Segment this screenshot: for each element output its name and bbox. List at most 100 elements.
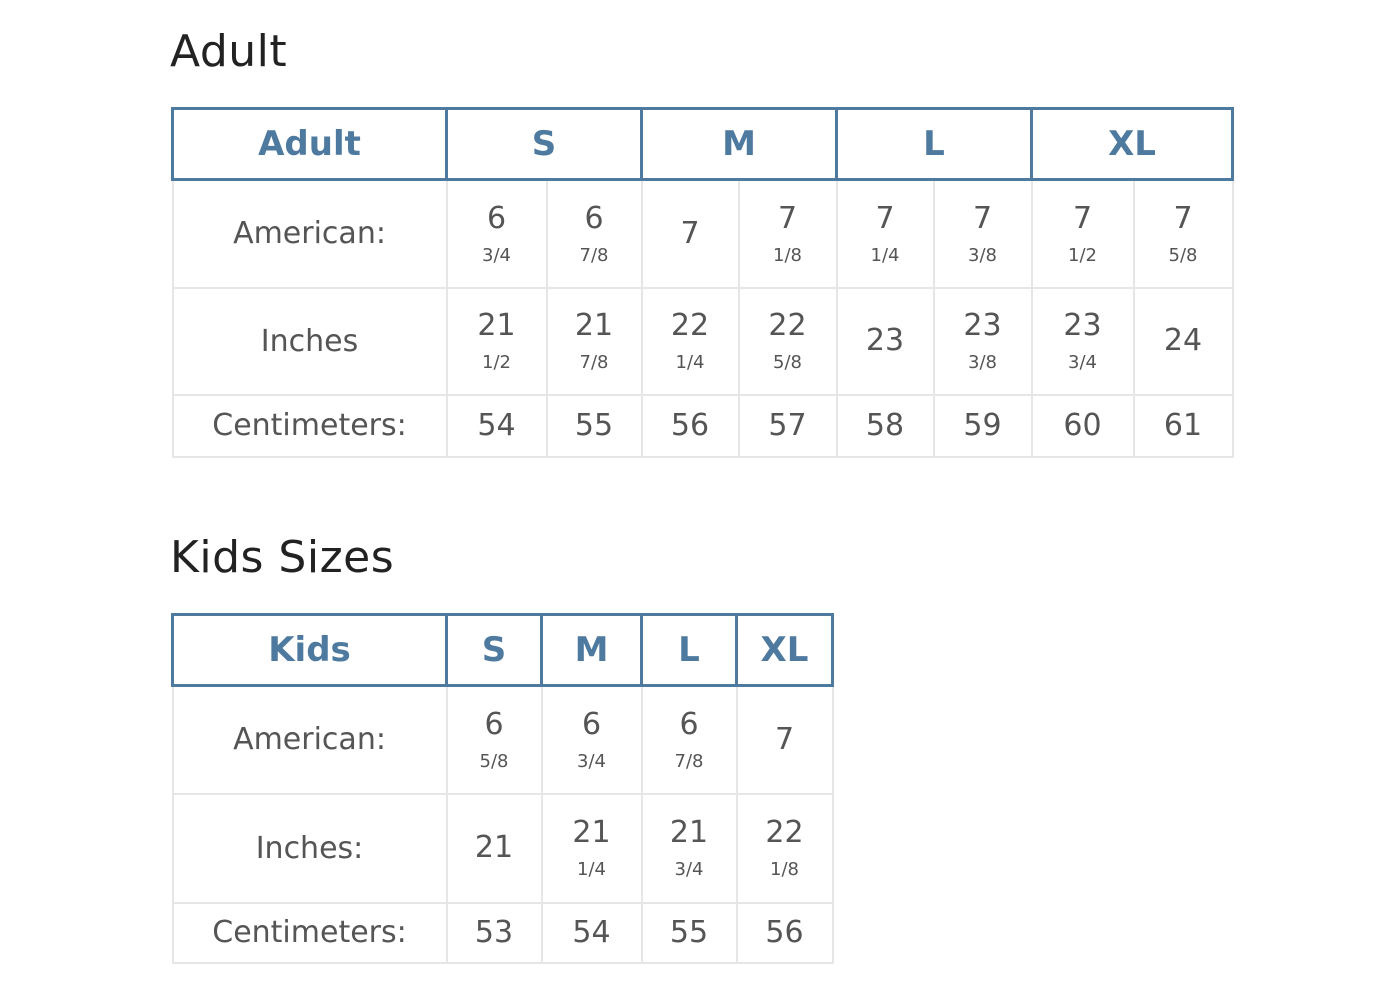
size-cell: 7 (640, 178, 740, 289)
whole-value: 7 (1072, 200, 1093, 236)
whole-value: 6 (679, 706, 699, 742)
size-cell: 7 (735, 684, 834, 795)
size-header-xl: XL (1030, 107, 1235, 181)
header-row: Adult S M L XL (171, 107, 1235, 181)
kids-heading: Kids Sizes (170, 532, 395, 583)
whole-value: 59 (963, 407, 1002, 443)
row-label: Inches (171, 286, 448, 396)
size-cell: 6 3/4 (445, 178, 548, 289)
fraction-value: 7/8 (579, 352, 609, 373)
fraction-value: 1/2 (482, 352, 511, 373)
fraction-value: 3/8 (968, 352, 997, 373)
fraction-value: 5/8 (1168, 244, 1198, 266)
size-cell: 56 (735, 901, 834, 964)
whole-value: 6 (584, 200, 604, 236)
whole-value: 22 (670, 308, 710, 343)
table-row: Centimeters: 54 55 56 57 58 59 60 61 (171, 393, 1234, 458)
fraction-value: 3/8 (968, 244, 997, 266)
size-cell: 55 (640, 901, 738, 964)
fraction-value: 3/4 (577, 750, 606, 772)
whole-value: 7 (680, 215, 700, 251)
size-header-l: L (640, 613, 738, 687)
whole-value: 55 (574, 407, 614, 443)
fraction-value: 1/2 (1068, 244, 1097, 266)
row-label: Centimeters: (171, 393, 448, 458)
whole-value: 7 (777, 200, 798, 236)
size-cell: 55 (545, 393, 643, 458)
whole-value: 22 (765, 815, 804, 850)
size-header-xl: XL (735, 613, 834, 687)
whole-value: 23 (963, 308, 1002, 343)
whole-value: 6 (581, 706, 602, 742)
size-cell: 58 (835, 393, 935, 458)
size-cell: 60 (1030, 393, 1135, 458)
whole-value: 54 (477, 407, 516, 443)
fraction-value: 1/8 (773, 244, 802, 266)
table-row: Centimeters: 53 54 55 56 (171, 901, 834, 964)
whole-value: 56 (670, 407, 710, 443)
whole-value: 21 (669, 815, 709, 850)
fraction-value: 5/8 (479, 750, 509, 772)
size-cell: 22 1/4 (640, 286, 740, 396)
size-cell: 56 (640, 393, 740, 458)
size-header-m: M (540, 613, 643, 687)
whole-value: 61 (1163, 407, 1203, 443)
whole-value: 7 (774, 721, 795, 757)
size-cell: 7 3/8 (932, 178, 1033, 289)
size-header-s: S (445, 107, 643, 181)
whole-value: 55 (669, 914, 709, 950)
size-header-l: L (834, 107, 1034, 181)
fraction-value: 7/8 (579, 244, 609, 266)
row-label: American: (171, 178, 448, 289)
size-cell: 21 (445, 792, 543, 904)
size-cell: 57 (737, 393, 838, 458)
size-cell: 23 3/8 (932, 286, 1033, 396)
size-cell: 7 1/4 (835, 178, 935, 289)
size-header-s: S (445, 613, 543, 687)
size-cell: 24 (1132, 286, 1234, 396)
whole-value: 22 (768, 308, 807, 343)
size-header-m: M (640, 107, 838, 181)
fraction-value: 3/4 (482, 244, 511, 266)
whole-value: 21 (474, 830, 514, 865)
whole-value: 53 (474, 914, 514, 950)
size-cell: 23 (835, 286, 935, 396)
whole-value: 58 (865, 407, 905, 443)
fraction-value: 3/4 (674, 859, 704, 880)
whole-value: 60 (1063, 407, 1102, 443)
size-cell: 6 7/8 (640, 684, 738, 795)
fraction-value: 7/8 (674, 750, 704, 772)
whole-value: 21 (572, 815, 611, 850)
whole-value: 21 (477, 308, 516, 343)
table-row: Inches 21 1/2 21 7/8 22 1/4 22 5/8 23 23 3/8 23 3/4 24 (171, 286, 1234, 396)
adult-size-table: Adult S M L XL American: 6 3/4 6 7/8 7 7 1/8 7 1/4 7 3/8… (171, 107, 1235, 458)
size-cell: 59 (932, 393, 1033, 458)
whole-value: 7 (875, 200, 895, 236)
size-cell: 23 3/4 (1030, 286, 1135, 396)
fraction-value: 3/4 (1068, 352, 1097, 373)
header-label: Adult (171, 107, 448, 181)
whole-value: 57 (768, 407, 807, 443)
fraction-value: 1/4 (870, 244, 900, 266)
size-cell: 22 1/8 (735, 792, 834, 904)
size-cell: 21 1/4 (540, 792, 643, 904)
table-row: Inches: 21 21 1/4 21 3/4 22 1/8 (171, 792, 834, 904)
fraction-value: 1/4 (675, 352, 705, 373)
size-cell: 21 3/4 (640, 792, 738, 904)
whole-value: 7 (972, 200, 993, 236)
size-cell: 6 5/8 (445, 684, 543, 795)
whole-value: 23 (1063, 308, 1102, 343)
fraction-value: 1/8 (770, 859, 799, 880)
size-cell: 21 7/8 (545, 286, 643, 396)
row-label: Inches: (171, 792, 448, 904)
size-cell: 54 (540, 901, 643, 964)
size-cell: 22 5/8 (737, 286, 838, 396)
size-cell: 7 5/8 (1132, 178, 1234, 289)
size-cell: 7 1/2 (1030, 178, 1135, 289)
whole-value: 6 (484, 706, 504, 742)
whole-value: 54 (572, 914, 611, 950)
whole-value: 21 (574, 308, 614, 343)
size-cell: 61 (1132, 393, 1234, 458)
header-label: Kids (171, 613, 448, 687)
whole-value: 6 (486, 200, 507, 236)
